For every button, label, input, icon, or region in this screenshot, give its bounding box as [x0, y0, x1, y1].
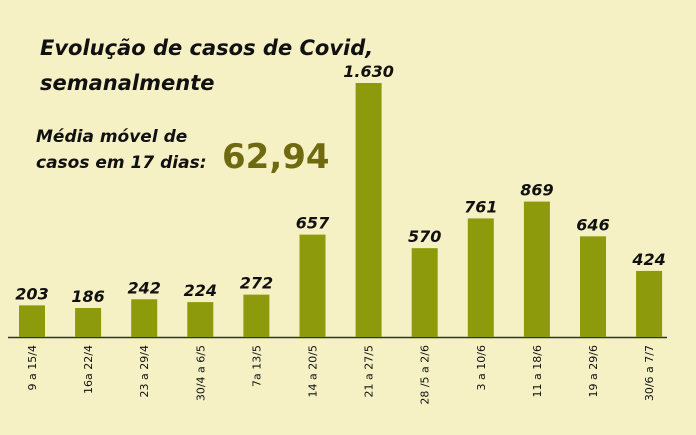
value-label: 203: [15, 284, 48, 303]
note-value: 62,94: [222, 137, 330, 177]
x-tick-label: 19 a 29/6: [587, 345, 600, 397]
bar: [580, 236, 606, 337]
value-label: 272: [240, 274, 273, 293]
value-label: 761: [464, 197, 497, 216]
x-tick-label: 16a 22/4: [82, 345, 95, 394]
chart-title: Evolução de casos de Covid,: [40, 36, 373, 60]
bar: [243, 294, 270, 337]
x-tick-label: 30/6 a 7/7: [643, 345, 656, 401]
value-label: 869: [520, 181, 553, 200]
bar: [75, 308, 102, 337]
value-label: 186: [71, 287, 104, 306]
value-label: 1.630: [343, 62, 394, 81]
bar: [299, 234, 326, 337]
value-label: 646: [576, 215, 609, 234]
bar: [523, 201, 550, 337]
value-label: 424: [631, 250, 665, 269]
value-label: 242: [127, 278, 160, 297]
note-label: Média móvel de: [36, 127, 187, 147]
x-tick-label: 28 /5 a 2/6: [419, 345, 432, 405]
x-tick-label: 30/4 a 6/5: [194, 345, 207, 401]
bar: [636, 270, 663, 337]
value-label: 570: [408, 227, 441, 246]
x-tick-label: 23 a 29/4: [138, 345, 151, 397]
bar: [467, 218, 494, 337]
value-label: 657: [296, 214, 330, 233]
bar: [411, 248, 438, 337]
x-tick-label: 7a 13/5: [250, 345, 263, 387]
bar: [19, 305, 45, 337]
bar: [187, 302, 214, 337]
x-tick-label: 21 a 27/5: [363, 345, 376, 397]
value-label: 224: [184, 281, 217, 300]
bar: [131, 299, 158, 337]
x-tick-label: 3 a 10/6: [475, 345, 488, 390]
chart-title: semanalmente: [40, 71, 214, 95]
x-tick-label: 9 a 15/4: [26, 345, 39, 390]
x-tick-label: 11 a 18/6: [531, 345, 544, 397]
bar: [355, 83, 382, 337]
x-tick-label: 14 a 20/5: [307, 345, 320, 397]
note-label: casos em 17 dias:: [36, 153, 207, 173]
